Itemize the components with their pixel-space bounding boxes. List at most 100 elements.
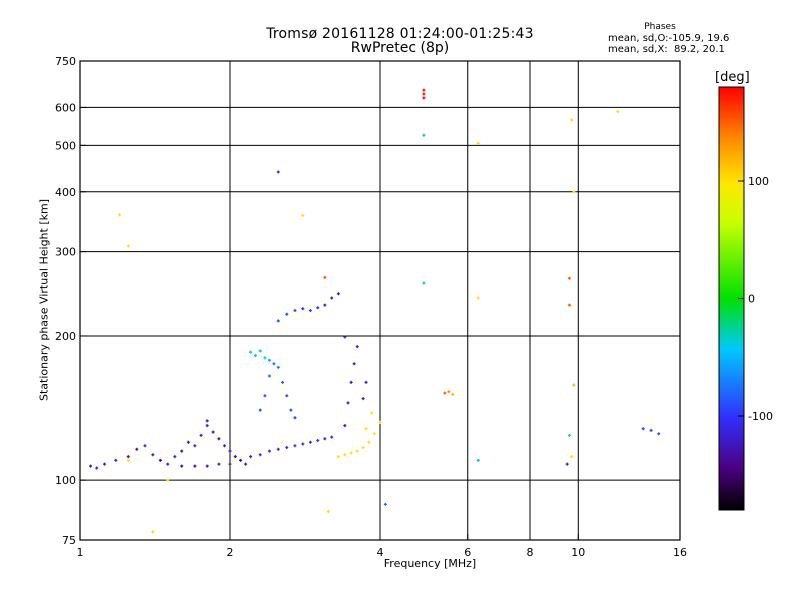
data-point: [330, 435, 334, 439]
y-tick-label: 400: [55, 186, 76, 199]
data-point: [567, 276, 571, 280]
data-point: [285, 394, 289, 398]
chart-subtitle: RwPretec (8p): [350, 40, 450, 56]
data-point: [258, 349, 262, 353]
data-point: [173, 455, 177, 459]
x-tick-label: 16: [673, 546, 687, 559]
colorbar-unit-label: [deg]: [715, 70, 750, 85]
data-point: [572, 383, 576, 387]
data-point: [422, 281, 426, 285]
data-point: [336, 292, 340, 296]
data-point: [349, 380, 353, 384]
data-point: [323, 303, 327, 307]
data-point: [330, 296, 334, 300]
data-point: [378, 420, 382, 424]
data-point: [126, 455, 130, 459]
data-point: [343, 453, 347, 457]
x-tick-label: 10: [571, 546, 585, 559]
y-tick-label: 300: [55, 246, 76, 259]
data-point: [301, 213, 305, 217]
data-point: [95, 466, 99, 470]
data-point: [383, 502, 387, 506]
data-point: [367, 440, 371, 444]
data-point: [649, 428, 653, 432]
x-tick-label: 6: [464, 546, 471, 559]
data-point: [293, 444, 297, 448]
data-point: [228, 449, 232, 453]
data-point: [570, 118, 574, 122]
phases-stats-x: mean, sd,X: 89.2, 20.1: [608, 44, 725, 55]
data-point: [293, 416, 297, 420]
colorbar-ticks: 100 0 -100: [738, 175, 773, 423]
data-point: [323, 275, 327, 279]
data-point: [151, 453, 155, 457]
y-tick-labels: 75 100 200 300 400 500 600 750: [55, 55, 86, 547]
data-points: [89, 88, 661, 534]
data-point: [258, 453, 262, 457]
data-point: [326, 510, 330, 514]
data-point: [267, 449, 271, 453]
data-point: [572, 190, 576, 194]
data-point: [267, 358, 271, 362]
data-point: [364, 380, 368, 384]
data-point: [180, 449, 184, 453]
y-tick-label: 750: [55, 55, 76, 68]
data-point: [567, 303, 571, 307]
data-point: [373, 432, 377, 436]
data-point: [244, 462, 248, 466]
data-point: [217, 462, 221, 466]
data-point: [422, 92, 426, 96]
phases-header: Phases: [644, 22, 676, 32]
data-point: [657, 432, 661, 436]
data-point: [126, 458, 130, 462]
data-point: [293, 309, 297, 313]
data-point: [567, 433, 571, 437]
data-point: [343, 424, 347, 428]
data-point: [301, 442, 305, 446]
data-point: [565, 462, 569, 466]
x-tick-label: 4: [377, 546, 384, 559]
data-point: [180, 464, 184, 468]
data-point: [193, 444, 197, 448]
data-point: [276, 319, 280, 323]
data-point: [316, 306, 320, 310]
data-point: [281, 380, 285, 384]
data-point: [186, 440, 190, 444]
data-point: [422, 88, 426, 92]
x-tick-label: 2: [227, 546, 234, 559]
data-point: [289, 408, 293, 412]
data-point: [422, 96, 426, 100]
data-point: [316, 439, 320, 442]
data-point: [308, 440, 312, 444]
x-tick-label: 1: [77, 546, 84, 559]
data-point: [103, 462, 107, 466]
data-point: [114, 458, 118, 462]
data-point: [285, 312, 289, 316]
data-point: [249, 350, 253, 354]
data-point: [223, 444, 227, 448]
data-point: [272, 362, 276, 366]
data-point: [443, 391, 447, 395]
data-point: [370, 411, 374, 415]
data-point: [253, 354, 257, 358]
data-point: [205, 419, 209, 423]
data-point: [476, 296, 480, 300]
data-point: [228, 462, 232, 466]
data-point: [217, 437, 221, 441]
chart-title: Tromsø 20161128 01:24:00-01:25:43: [266, 26, 534, 42]
data-point: [151, 530, 155, 534]
data-point: [570, 455, 574, 459]
data-point: [205, 464, 209, 468]
data-point: [352, 362, 356, 366]
data-point: [336, 455, 340, 459]
data-point: [323, 437, 327, 441]
y-tick-label: 200: [55, 330, 76, 343]
data-point: [364, 427, 368, 431]
x-tick-label: 8: [527, 546, 534, 559]
data-point: [267, 374, 271, 378]
data-point: [205, 424, 209, 428]
colorbar-tick-label: 100: [748, 175, 769, 188]
colorbar-tick-label: 0: [748, 293, 755, 306]
data-point: [263, 394, 267, 398]
grid-lines: [80, 61, 680, 540]
